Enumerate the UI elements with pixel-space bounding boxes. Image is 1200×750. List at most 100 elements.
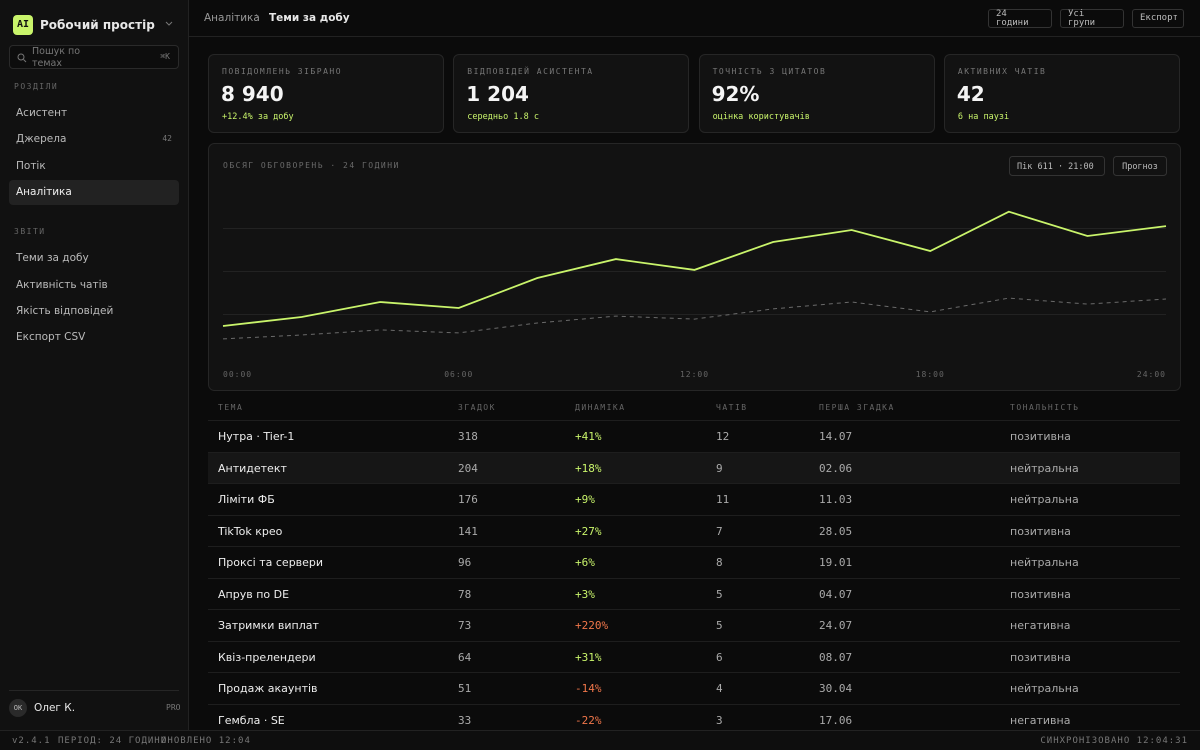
mentions: 78 xyxy=(458,587,472,601)
shortcut: ⌘K xyxy=(160,52,170,61)
nav-label[interactable]: Експорт CSV xyxy=(16,331,86,344)
stat-card: ТОЧНІСТЬ З ЦИТАТОВ 92% оцінка користувачів xyxy=(698,54,935,133)
table-row[interactable]: TikTok крео 141 +27% 7 28.05 позитивна xyxy=(208,514,1180,547)
mentions: 204 xyxy=(458,461,478,475)
x-tick-label: 18:00 xyxy=(916,370,945,379)
first-mention: 30.04 xyxy=(819,682,853,695)
topic: Ліміти ФБ xyxy=(218,493,275,506)
change: +31% xyxy=(575,650,602,664)
search-box[interactable]: Пошук по темах ⌘K xyxy=(9,45,179,69)
nav-item[interactable]: Теми за добу xyxy=(9,246,179,271)
mentions: 318 xyxy=(458,430,478,443)
chats: 8 xyxy=(716,556,723,569)
nav-item[interactable]: Джерела 42 xyxy=(9,127,179,152)
user-name[interactable]: Олег К. xyxy=(34,702,76,714)
nav-label[interactable]: Асистент xyxy=(16,107,68,119)
mentions: 176 xyxy=(458,493,478,506)
nav-badge: 42 xyxy=(162,134,172,144)
group-button[interactable]: Усі групи xyxy=(1060,9,1124,28)
mentions: 141 xyxy=(458,524,478,538)
chevron xyxy=(165,21,173,26)
nav-label[interactable]: Джерела xyxy=(16,133,67,146)
stat-label: АКТИВНИХ ЧАТІВ xyxy=(957,67,1047,76)
tone: позитивна xyxy=(1010,524,1071,538)
x-tick-label: 24:00 xyxy=(1137,370,1166,379)
table-row[interactable]: Квіз-прелендери 64 +31% 6 08.07 позитивна xyxy=(208,640,1180,673)
stat-label: ТОЧНІСТЬ З ЦИТАТОВ xyxy=(712,67,827,76)
export-button[interactable]: Експорт xyxy=(1132,9,1184,28)
stat-value: 42 xyxy=(956,82,985,106)
mentions: 33 xyxy=(458,713,472,727)
nav-item[interactable]: Активність чатів xyxy=(9,273,179,298)
peak-badge xyxy=(1009,156,1105,176)
search-icon xyxy=(17,53,27,63)
table-row[interactable]: Антидетект 204 +18% 9 02.06 нейтральна xyxy=(208,451,1180,483)
change: +3% xyxy=(575,587,595,601)
line-series xyxy=(222,210,1167,327)
period: ПЕРІОД: 24 ГОДИНИ xyxy=(58,736,168,746)
tone: нейтральна xyxy=(1010,493,1079,506)
column-header: ЗГАДОК xyxy=(458,403,496,412)
chats: 5 xyxy=(716,587,723,601)
topic: Продаж акаунтів xyxy=(218,682,318,695)
table-row[interactable]: Продаж акаунтів 51 -14% 4 30.04 нейтральна xyxy=(208,672,1180,704)
column-header: ПЕРША ЗГАДКА xyxy=(819,403,895,412)
topic: Нутра · Tier-1 xyxy=(218,430,295,443)
nav-item[interactable]: Потік xyxy=(9,154,179,179)
first-mention: 02.06 xyxy=(819,461,853,475)
chart: ОБСЯГ ОБГОВОРЕНЬ · 24 ГОДИНИ Пік 611 · 2… xyxy=(208,143,1181,391)
nav-item[interactable]: Асистент xyxy=(9,101,179,126)
workspace-name[interactable]: Робочий простір xyxy=(40,18,155,32)
synced: СИНХРОНІЗОВАНО 12:04:31 xyxy=(1040,736,1188,746)
x-tick-label: 12:00 xyxy=(680,370,709,379)
period-button[interactable]: 24 години xyxy=(988,9,1052,28)
version: v2.4.1 xyxy=(12,736,51,746)
nav-item[interactable]: Експорт CSV xyxy=(9,325,179,350)
topic: Апрув по DE xyxy=(218,587,290,601)
x-tick-label: 00:00 xyxy=(223,370,252,379)
tone: нейтральна xyxy=(1010,682,1079,695)
chats: 4 xyxy=(716,682,723,695)
breadcrumb-parent[interactable]: Аналітика xyxy=(204,12,260,24)
stat-card: ПОВІДОМЛЕНЬ ЗІБРАНО 8 940 +12.4% за добу xyxy=(208,54,444,133)
change: +9% xyxy=(575,493,595,506)
chart-title: ОБСЯГ ОБГОВОРЕНЬ · 24 ГОДИНИ xyxy=(223,161,400,170)
table-row[interactable]: Гембла · SE 33 -22% 3 17.06 негативна xyxy=(208,703,1180,736)
nav-label[interactable]: Аналітика xyxy=(16,185,72,198)
topic: Гембла · SE xyxy=(218,713,285,727)
change: +27% xyxy=(575,524,602,538)
nav-item[interactable]: Якість відповідей xyxy=(9,299,179,324)
topbar: Аналітика › Теми за добу 24 години Усі г… xyxy=(189,0,1200,37)
change: +18% xyxy=(575,461,602,475)
table-row[interactable]: Проксі та сервери 96 +6% 8 19.01 нейтральна xyxy=(208,546,1180,578)
column-header: ЧАТІВ xyxy=(716,403,748,412)
table-row[interactable]: Затримки виплат 73 +220% 5 24.07 негативна xyxy=(208,609,1180,641)
change: +41% xyxy=(575,430,602,443)
user-plan: PRO xyxy=(166,703,181,712)
main: Аналітика › Теми за добу 24 години Усі г… xyxy=(189,0,1200,730)
first-mention: 24.07 xyxy=(819,619,853,632)
nav-label[interactable]: Теми за добу xyxy=(16,252,89,265)
forecast-label[interactable]: Прогноз xyxy=(1122,162,1158,172)
stat-value: 1 204 xyxy=(466,82,529,106)
tone: позитивна xyxy=(1010,587,1071,601)
table-row[interactable]: Ліміти ФБ 176 +9% 11 11.03 нейтральна xyxy=(208,483,1180,515)
forecast-button[interactable] xyxy=(1113,156,1167,176)
stat-value: 8 940 xyxy=(221,82,284,106)
nav-label[interactable]: Активність чатів xyxy=(16,278,108,291)
table-row[interactable]: Апрув по DE 78 +3% 5 04.07 позитивна xyxy=(208,577,1180,610)
x-tick-label: 06:00 xyxy=(444,370,473,379)
chats: 3 xyxy=(716,713,723,727)
nav-label[interactable]: Якість відповідей xyxy=(16,304,114,317)
chats: 7 xyxy=(716,524,723,538)
nav-item[interactable]: Аналітика xyxy=(9,179,179,205)
chats: 6 xyxy=(716,650,723,664)
chats: 9 xyxy=(716,461,723,475)
mentions: 51 xyxy=(458,682,472,695)
table-row[interactable]: Нутра · Tier-1 318 +41% 12 14.07 позитивна xyxy=(208,420,1180,452)
breadcrumb-current: Теми за добу xyxy=(269,12,350,24)
stat-note: оцінка користувачів xyxy=(712,112,810,122)
stat-value: 92% xyxy=(711,82,760,106)
nav-label[interactable]: Потік xyxy=(16,159,46,172)
